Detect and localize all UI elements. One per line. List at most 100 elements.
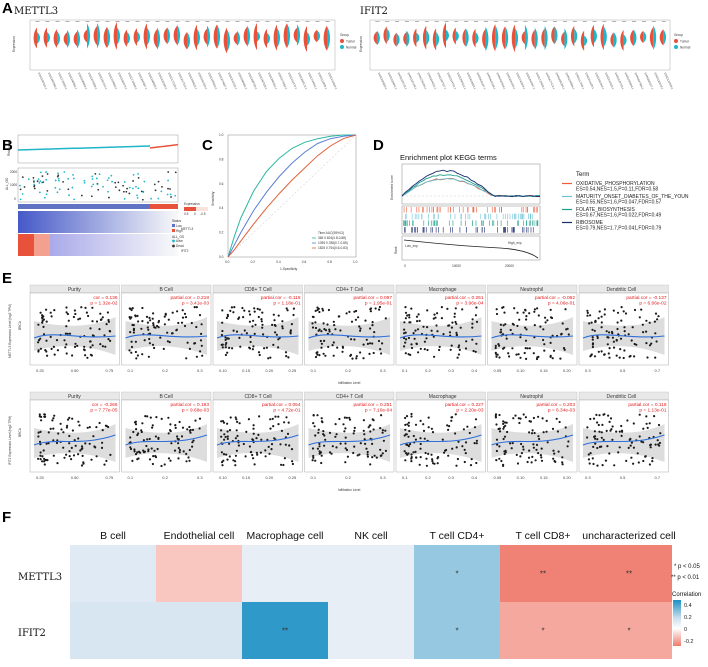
f-sig-mark: **: [282, 627, 288, 636]
sig-stars: ****: [276, 20, 280, 24]
survival-dot: [27, 178, 30, 181]
e-point: [525, 315, 528, 318]
e-point: [39, 337, 42, 340]
b-top-ylabel: RiskScore: [7, 141, 11, 156]
heat-cell-mettl3: [136, 211, 139, 233]
e-point: [625, 459, 628, 462]
e-point: [619, 337, 623, 340]
e-point: [365, 338, 368, 341]
f-sig-mark: *: [541, 627, 544, 636]
e-point: [286, 309, 289, 312]
e-point: [381, 342, 384, 345]
e-point: [99, 312, 102, 315]
e-point: [37, 435, 40, 438]
e-point: [407, 421, 410, 424]
e-point: [414, 329, 417, 332]
e-point: [100, 446, 104, 449]
violin-normal: [177, 24, 180, 46]
e-point: [380, 352, 383, 355]
survival-dot: [83, 179, 86, 182]
survival-dot: [161, 185, 163, 188]
heat-cell-ifit2: [82, 234, 85, 256]
e-point: [407, 424, 410, 427]
e-point: [42, 325, 45, 328]
panel-f-label: F: [2, 509, 11, 526]
violin-tumor: [163, 28, 167, 44]
gene-tick-label: ENSG416320.1: [604, 72, 616, 91]
e-point: [288, 444, 291, 447]
e-point: [608, 356, 611, 359]
f-cell: [70, 602, 156, 659]
violin-tumor: [472, 28, 476, 48]
e-point: [335, 433, 338, 436]
e-point: [232, 459, 235, 462]
e-point: [173, 449, 177, 452]
e-point: [592, 445, 595, 448]
e-point: [591, 345, 595, 349]
e-point: [55, 441, 59, 445]
e-point: [499, 323, 502, 326]
roc-line-1095: [227, 134, 357, 258]
e-point: [422, 423, 425, 426]
e-point: [566, 327, 569, 330]
e-point: [91, 344, 94, 347]
e-point: [134, 314, 137, 317]
e-point: [180, 435, 184, 438]
e-point: [549, 355, 552, 358]
survival-dot: [137, 172, 140, 175]
e-xtick: 0.7: [655, 475, 661, 480]
c-xtick: 0.8: [327, 260, 332, 264]
survival-dot: [137, 187, 140, 190]
survival-dot: [58, 179, 60, 182]
e-point: [629, 354, 632, 358]
e-point: [593, 329, 596, 332]
sig-stars: ****: [326, 20, 330, 24]
e-point: [324, 354, 327, 357]
e-point: [343, 430, 346, 433]
e-point: [249, 340, 252, 344]
e-point: [190, 321, 193, 325]
e-point: [131, 307, 134, 310]
heat-cell-ifit2: [112, 234, 115, 256]
f-column-label: Endothelial cell: [164, 530, 235, 542]
e-point: [502, 427, 505, 430]
es-curve-3: [401, 169, 540, 198]
e-stat-p: p = 4.72e-01: [273, 408, 300, 414]
e-point: [353, 429, 356, 432]
e-point: [455, 334, 458, 337]
heat-cell-ifit2: [154, 234, 157, 256]
e-point: [522, 448, 525, 451]
e-point: [274, 415, 277, 418]
e-point: [371, 342, 374, 345]
e-point: [228, 442, 231, 445]
heat-cell-mettl3: [30, 211, 33, 233]
e-xtick: 0.4: [472, 475, 478, 480]
e-point: [140, 430, 143, 434]
survival-dot: [45, 171, 47, 173]
e-facet-title: Purity: [68, 287, 81, 293]
e-point: [253, 332, 256, 335]
e-point: [359, 442, 362, 445]
e-point: [372, 351, 375, 355]
e-point: [147, 450, 150, 453]
e-point: [495, 312, 499, 316]
e-point: [71, 354, 74, 357]
e-point: [596, 336, 599, 340]
e-point: [99, 343, 102, 346]
violin-tumor: [33, 27, 37, 49]
a-right-legend-title: Group: [674, 33, 683, 37]
e-point: [157, 326, 160, 329]
e-point: [636, 452, 639, 455]
survival-dot: [169, 188, 171, 190]
heat-cell-mettl3: [20, 211, 23, 233]
e-point: [65, 343, 68, 346]
panel-f: F * ** **** * * * B cell Endothelial cell Macro…: [2, 509, 701, 659]
e-point: [226, 430, 229, 433]
c-ytick: 1.0: [219, 133, 224, 137]
violin-normal: [633, 29, 637, 47]
e-point: [253, 307, 256, 310]
e-point: [524, 416, 528, 419]
e-point: [524, 347, 527, 350]
violin-tumor: [610, 32, 614, 48]
